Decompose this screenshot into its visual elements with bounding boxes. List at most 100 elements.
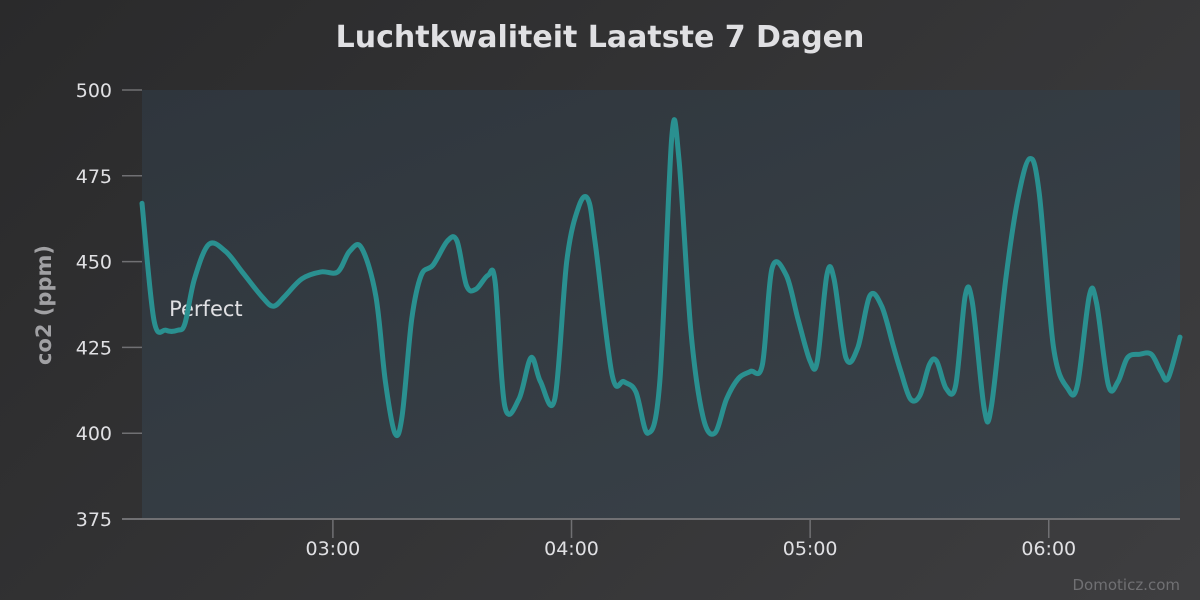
data-point[interactable]	[454, 238, 460, 244]
data-point[interactable]	[760, 362, 765, 367]
data-point[interactable]	[748, 369, 753, 374]
data-point[interactable]	[688, 328, 694, 333]
data-point[interactable]	[586, 197, 591, 203]
data-point[interactable]	[552, 396, 558, 402]
data-point[interactable]	[192, 276, 197, 281]
data-point[interactable]	[917, 393, 923, 398]
data-point[interactable]	[1003, 276, 1009, 281]
data-point[interactable]	[418, 273, 424, 278]
data-point[interactable]	[502, 403, 507, 408]
data-point[interactable]	[908, 396, 913, 402]
data-point[interactable]	[712, 431, 717, 436]
data-point[interactable]	[538, 379, 543, 384]
data-point[interactable]	[175, 328, 180, 333]
data-point[interactable]	[879, 304, 884, 309]
data-point[interactable]	[1137, 352, 1142, 357]
data-point[interactable]	[359, 245, 364, 251]
data-point[interactable]	[392, 431, 398, 436]
data-point[interactable]	[824, 273, 830, 278]
data-point[interactable]	[409, 317, 414, 323]
data-point[interactable]	[564, 259, 569, 264]
data-point[interactable]	[796, 317, 801, 323]
data-point[interactable]	[736, 376, 741, 381]
data-point[interactable]	[492, 279, 498, 285]
data-point[interactable]	[970, 300, 975, 305]
data-point[interactable]	[282, 293, 288, 299]
data-point[interactable]	[485, 273, 491, 278]
data-point[interactable]	[1027, 156, 1032, 161]
data-point[interactable]	[473, 286, 479, 292]
data-point[interactable]	[843, 355, 849, 360]
y-tick-label: 450	[76, 252, 112, 274]
x-tick-label: 06:00	[1021, 538, 1076, 560]
y-tick-label: 425	[76, 337, 112, 359]
data-point[interactable]	[963, 293, 968, 299]
data-point[interactable]	[347, 249, 352, 254]
data-point[interactable]	[943, 386, 949, 391]
data-point[interactable]	[815, 358, 820, 364]
data-point[interactable]	[516, 396, 522, 402]
data-point[interactable]	[1106, 382, 1111, 388]
data-point[interactable]	[934, 358, 939, 364]
data-point[interactable]	[1177, 334, 1183, 340]
data-point[interactable]	[1094, 300, 1099, 305]
data-point[interactable]	[831, 276, 837, 281]
data-point[interactable]	[898, 369, 904, 374]
credits[interactable]: Domoticz.com	[1073, 576, 1181, 594]
data-point[interactable]	[223, 249, 228, 254]
data-point[interactable]	[621, 379, 627, 384]
data-point[interactable]	[645, 431, 651, 436]
data-point[interactable]	[1037, 190, 1042, 196]
data-point[interactable]	[1087, 293, 1092, 299]
data-point[interactable]	[633, 389, 639, 395]
data-point[interactable]	[724, 396, 729, 402]
data-point[interactable]	[259, 293, 264, 299]
data-point[interactable]	[464, 283, 469, 288]
data-point[interactable]	[657, 379, 663, 384]
data-point[interactable]	[609, 372, 615, 378]
data-point[interactable]	[784, 273, 789, 278]
data-point[interactable]	[318, 269, 324, 275]
data-point[interactable]	[399, 413, 405, 419]
data-point[interactable]	[1158, 369, 1164, 374]
data-point[interactable]	[383, 379, 388, 384]
data-point[interactable]	[206, 242, 212, 247]
data-point[interactable]	[1065, 386, 1071, 391]
y-tick-label: 400	[76, 423, 112, 445]
data-point[interactable]	[528, 355, 534, 360]
data-point[interactable]	[335, 269, 340, 275]
data-point[interactable]	[891, 345, 896, 350]
data-point[interactable]	[700, 413, 705, 419]
data-point[interactable]	[151, 317, 157, 323]
data-point[interactable]	[299, 276, 305, 281]
data-point[interactable]	[953, 382, 958, 388]
data-point[interactable]	[1015, 197, 1020, 203]
data-point[interactable]	[182, 321, 188, 326]
data-point[interactable]	[430, 262, 436, 268]
data-point[interactable]	[593, 242, 598, 247]
data-point[interactable]	[139, 201, 145, 206]
x-tick-label: 05:00	[783, 538, 838, 560]
data-point[interactable]	[669, 135, 674, 141]
series-layer	[139, 117, 1183, 439]
data-point[interactable]	[927, 362, 932, 367]
data-point[interactable]	[1125, 355, 1130, 360]
data-point[interactable]	[445, 238, 450, 244]
data-point[interactable]	[271, 304, 276, 309]
data-point[interactable]	[163, 328, 169, 333]
data-point[interactable]	[769, 266, 775, 271]
data-point[interactable]	[240, 269, 245, 275]
data-point[interactable]	[1075, 382, 1080, 388]
data-point[interactable]	[676, 156, 682, 161]
data-point[interactable]	[576, 204, 581, 209]
data-point[interactable]	[989, 403, 994, 408]
data-point[interactable]	[867, 293, 872, 299]
data-point[interactable]	[855, 345, 861, 350]
data-point[interactable]	[1165, 376, 1171, 381]
data-point[interactable]	[807, 358, 813, 364]
data-point[interactable]	[1051, 345, 1056, 350]
data-point[interactable]	[1149, 352, 1154, 357]
data-point[interactable]	[1115, 379, 1121, 384]
data-point[interactable]	[982, 406, 987, 412]
data-point[interactable]	[373, 293, 379, 299]
